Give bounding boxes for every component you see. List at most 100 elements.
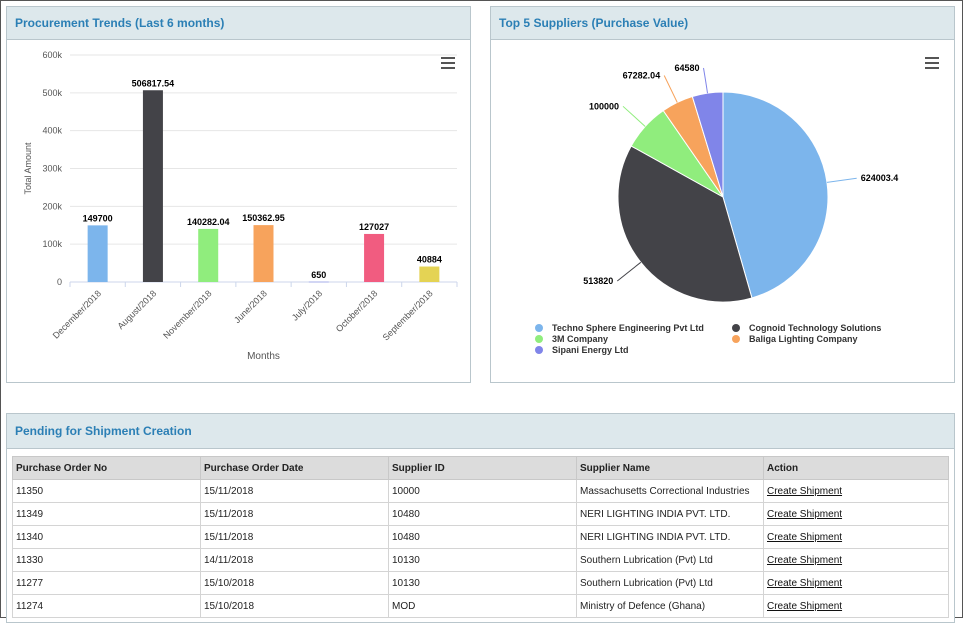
bar[interactable]	[308, 281, 329, 283]
top-suppliers-title: Top 5 Suppliers (Purchase Value)	[491, 7, 954, 40]
procurement-trends-panel: Procurement Trends (Last 6 months) 0 100k…	[6, 6, 471, 383]
bar-data-label: 650	[311, 270, 326, 280]
top-suppliers-panel: Top 5 Suppliers (Purchase Value) 624003.…	[490, 6, 955, 383]
table-row: 11330 14/11/2018 10130 Southern Lubricat…	[12, 548, 949, 572]
bar-data-label: 127027	[359, 222, 389, 232]
bar[interactable]	[142, 90, 163, 282]
pie-connector	[826, 177, 857, 183]
cell-supplier-id: 10130	[388, 548, 577, 572]
cell-supplier-name: NERI LIGHTING INDIA PVT. LTD.	[576, 525, 764, 549]
pending-shipment-panel: Pending for Shipment Creation Purchase O…	[6, 413, 955, 623]
legend-item[interactable]: Baliga Lighting Company	[749, 334, 858, 344]
bar-data-label: 140282.04	[187, 217, 230, 227]
chart-menu-icon[interactable]	[441, 57, 455, 69]
bar-data-label: 150362.95	[242, 213, 285, 223]
cell-po-date: 15/11/2018	[200, 502, 389, 526]
cell-supplier-name: Massachusetts Correctional Industries	[576, 479, 764, 503]
legend-marker[interactable]	[535, 346, 543, 354]
cell-action: Create Shipment	[763, 571, 949, 595]
cell-po-no: 11277	[12, 571, 201, 595]
bar-chart: 0 100k 200k 300k 400k 500k 600k 149700 December/…	[23, 50, 458, 362]
cell-action: Create Shipment	[763, 594, 949, 618]
create-shipment-link[interactable]: Create Shipment	[767, 554, 843, 566]
cell-po-no: 11340	[12, 525, 201, 549]
pie-slice[interactable]	[691, 91, 724, 198]
y-tick-label: 400k	[42, 126, 62, 136]
pending-shipment-title: Pending for Shipment Creation	[7, 414, 954, 449]
legend-marker[interactable]	[732, 324, 740, 332]
x-tick-label: June/2018	[232, 288, 269, 325]
cell-supplier-name: Ministry of Defence (Ghana)	[576, 594, 764, 618]
legend-item[interactable]: 3M Company	[552, 334, 608, 344]
bar[interactable]	[198, 228, 219, 282]
legend-marker[interactable]	[535, 324, 543, 332]
col-header-po-date: Purchase Order Date	[200, 456, 389, 480]
legend-marker[interactable]	[535, 335, 543, 343]
x-tick-label: September/2018	[381, 288, 435, 342]
table-row: 11274 15/10/2018 MOD Ministry of Defence…	[12, 594, 949, 618]
y-tick-label: 100k	[42, 239, 62, 249]
cell-po-no: 11274	[12, 594, 201, 618]
create-shipment-link[interactable]: Create Shipment	[767, 508, 843, 520]
x-tick-label: July/2018	[290, 288, 324, 322]
bar[interactable]	[87, 225, 108, 282]
procurement-trends-title: Procurement Trends (Last 6 months)	[7, 7, 470, 40]
col-header-supplier-id: Supplier ID	[388, 456, 577, 480]
legend-item[interactable]: Sipani Energy Ltd	[552, 345, 629, 355]
y-tick-label: 0	[57, 277, 62, 287]
pie-connector	[616, 261, 642, 282]
create-shipment-link[interactable]: Create Shipment	[767, 577, 843, 589]
y-axis-title: Total Amount	[23, 142, 33, 195]
y-tick-label: 600k	[42, 50, 62, 60]
bar-data-label: 149700	[83, 213, 113, 223]
cell-po-no: 11349	[12, 502, 201, 526]
bar[interactable]	[419, 266, 440, 282]
col-header-po-no: Purchase Order No	[12, 456, 201, 480]
cell-action: Create Shipment	[763, 479, 949, 503]
cell-supplier-name: Southern Lubrication (Pvt) Ltd	[576, 571, 764, 595]
bar-data-label: 40884	[417, 255, 442, 265]
cell-supplier-name: Southern Lubrication (Pvt) Ltd	[576, 548, 764, 572]
legend-item[interactable]: Cognoid Technology Solutions	[749, 323, 881, 333]
pie-chart: 624003.4 513820 100000 67282.04 64580 Techno …	[535, 63, 899, 355]
chart-menu-icon[interactable]	[925, 57, 939, 69]
cell-supplier-id: 10130	[388, 571, 577, 595]
x-tick-label: August/2018	[116, 288, 159, 331]
table-row: 11349 15/11/2018 10480 NERI LIGHTING IND…	[12, 502, 949, 526]
cell-po-date: 15/10/2018	[200, 571, 389, 595]
cell-po-date: 15/10/2018	[200, 594, 389, 618]
y-tick-label: 500k	[42, 88, 62, 98]
pie-data-label: 624003.4	[861, 173, 899, 183]
create-shipment-link[interactable]: Create Shipment	[767, 600, 843, 612]
legend-marker[interactable]	[732, 335, 740, 343]
bar[interactable]	[364, 233, 385, 282]
table-header-row: Purchase Order No Purchase Order Date Su…	[12, 456, 949, 480]
pie-connector	[663, 75, 678, 103]
table-row: 11340 15/11/2018 10480 NERI LIGHTING IND…	[12, 525, 949, 549]
cell-po-no: 11330	[12, 548, 201, 572]
cell-supplier-id: 10480	[388, 525, 577, 549]
cell-po-date: 15/11/2018	[200, 479, 389, 503]
cell-action: Create Shipment	[763, 502, 949, 526]
x-axis-title: Months	[247, 351, 280, 362]
cell-po-date: 15/11/2018	[200, 525, 389, 549]
cell-supplier-name: NERI LIGHTING INDIA PVT. LTD.	[576, 502, 764, 526]
pie-data-label: 100000	[589, 101, 619, 111]
y-tick-label: 200k	[42, 201, 62, 211]
pie-slice[interactable]	[617, 145, 753, 303]
table-row: 11277 15/10/2018 10130 Southern Lubricat…	[12, 571, 949, 595]
pie-data-label: 513820	[583, 276, 613, 286]
pie-slice[interactable]	[722, 91, 829, 299]
legend-item[interactable]: Techno Sphere Engineering Pvt Ltd	[552, 323, 704, 333]
cell-action: Create Shipment	[763, 548, 949, 572]
create-shipment-link[interactable]: Create Shipment	[767, 485, 843, 497]
shipment-table: Purchase Order No Purchase Order Date Su…	[12, 456, 949, 618]
x-tick-label: October/2018	[334, 288, 380, 334]
create-shipment-link[interactable]: Create Shipment	[767, 531, 843, 543]
x-tick-label: November/2018	[161, 288, 213, 340]
pie-connector	[622, 105, 646, 127]
bar[interactable]	[253, 225, 274, 282]
col-header-supplier-name: Supplier Name	[576, 456, 764, 480]
cell-po-no: 11350	[12, 479, 201, 503]
pie-connector	[703, 67, 708, 94]
